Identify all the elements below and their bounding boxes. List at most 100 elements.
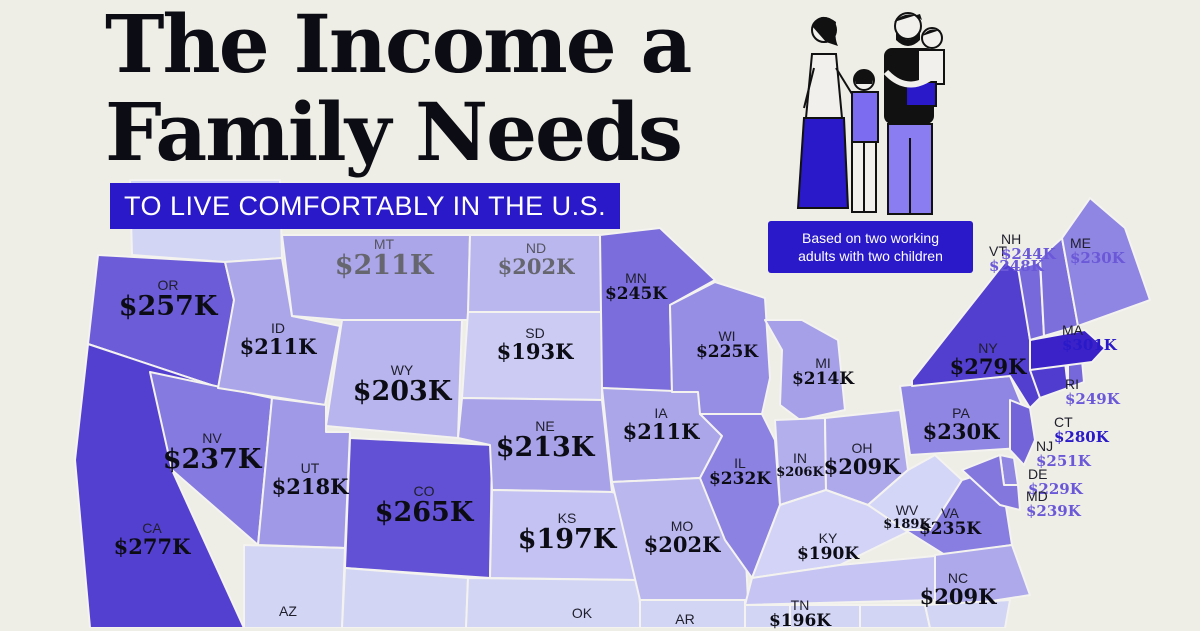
state-abbr: WY (390, 362, 414, 378)
state-abbr: OR (157, 277, 179, 293)
state-label-ia: IA $211K (623, 405, 700, 443)
state-label-wy: WY $203K (353, 362, 452, 406)
state-ok (465, 577, 643, 628)
state-abbr: IL (734, 455, 746, 471)
state-label-nc: NC $209K (920, 570, 997, 608)
state-income-value: $202K (497, 254, 575, 279)
state-abbr: NY (978, 340, 998, 356)
state-label-mo: MO $202K (644, 518, 721, 556)
state-income-value: $193K (496, 339, 574, 364)
state-az (243, 544, 346, 628)
state-label-ne: NE $213K (496, 418, 595, 462)
state-income-value: $213K (495, 432, 595, 463)
state-me (1061, 197, 1151, 327)
state-abbr: MT (373, 236, 395, 252)
state-abbr: AR (675, 611, 695, 627)
state-label-me: ME $230K (1070, 235, 1125, 267)
state-abbr: IN (792, 450, 807, 466)
state-income-value: $202K (643, 532, 721, 557)
state-income-value: $257K (118, 291, 218, 322)
state-label-pa: PA $230K (923, 405, 1000, 443)
state-label-nj: NJ $251K (1036, 438, 1091, 470)
state-abbr: KS (557, 510, 577, 526)
state-income-value: $248K (989, 257, 1044, 275)
state-label-de: DE $229K (1028, 466, 1083, 498)
state-abbr: CO (413, 483, 435, 499)
state-label-va: VA $235K (919, 505, 981, 539)
state-label-ny: NY $279K (950, 340, 1027, 378)
state-md (961, 454, 1021, 511)
state-label-vt: VT $248K (989, 243, 1044, 275)
state-abbr: NJ (1036, 438, 1054, 454)
state-abbr: MD (1026, 488, 1048, 504)
state-id (217, 257, 341, 406)
state-nj (1009, 399, 1036, 466)
headline: The Income a Family Needs (105, 0, 692, 176)
state-income-value: $245K (604, 284, 668, 304)
state-abbr: NV (202, 430, 222, 446)
state-label-il: IL $232K (709, 455, 771, 489)
state-income-value: $211K (239, 334, 317, 359)
state-label-mi: MI $214K (792, 355, 854, 389)
state-income-value: $279K (949, 354, 1027, 379)
state-label-co: CO $265K (375, 483, 474, 527)
subtitle-banner: TO LIVE COMFORTABLY IN THE U.S. (110, 183, 621, 229)
state-abbr: AZ (279, 603, 297, 619)
note-line-2: adults with two children (798, 248, 943, 264)
state-income-value: $239K (1026, 502, 1081, 520)
title-line-1: The Income a (105, 0, 692, 91)
state-abbr: CA (142, 520, 162, 536)
state-income-value: $230K (1070, 249, 1125, 267)
state-label-or: OR $257K (119, 277, 218, 321)
state-income-value: $235K (918, 519, 982, 539)
state-label-mt: MT $211K (335, 236, 434, 280)
state-income-value: $251K (1036, 452, 1091, 470)
state-abbr: KY (818, 530, 838, 546)
state-label-ky: KY $190K (797, 530, 859, 564)
state-abbr: ID (270, 320, 285, 336)
state-income-value: $280K (1054, 428, 1109, 446)
state-nc (934, 544, 1031, 611)
state-income-value: $229K (1028, 480, 1083, 498)
state-income-value: $211K (622, 419, 700, 444)
state-abbr: RI (1065, 376, 1079, 392)
state-label-ar: AR (675, 611, 694, 627)
state-label-md: MD $239K (1026, 488, 1081, 520)
state-income-value: $190K (796, 544, 860, 564)
state-income-value: $197K (517, 524, 617, 555)
state-abbr: NE (535, 418, 555, 434)
state-label-ma: MA $301K (1062, 322, 1117, 354)
state-abbr: SD (525, 325, 545, 341)
state-income-value: $214K (791, 369, 855, 389)
state-label-id: ID $211K (240, 320, 317, 358)
state-label-wv: WV $189K (883, 502, 930, 532)
state-abbr: NC (947, 570, 969, 586)
state-abbr: OH (851, 440, 873, 456)
state-abbr: DE (1028, 466, 1048, 482)
state-income-value: $230K (922, 419, 1000, 444)
state-sc (924, 599, 1011, 628)
state-abbr: MO (670, 518, 694, 534)
state-ga (859, 604, 931, 628)
state-income-value: $209K (919, 584, 997, 609)
state-label-nh: NH $244K (1001, 231, 1056, 263)
state-income-value: $265K (374, 497, 474, 528)
state-label-nd: ND $202K (498, 240, 575, 278)
state-label-tn: TN $196K (769, 597, 831, 631)
state-income-value: $249K (1065, 390, 1120, 408)
state-nm (341, 567, 469, 628)
state-abbr: NH (1001, 231, 1022, 247)
state-ar (639, 599, 746, 628)
state-abbr: PA (952, 405, 970, 421)
state-abbr: WI (718, 328, 736, 344)
state-income-value: $237K (162, 444, 262, 475)
state-abbr: IA (654, 405, 668, 421)
state-abbr: CT (1054, 414, 1073, 430)
state-income-value: $211K (334, 250, 434, 281)
state-income-value: $196K (768, 611, 832, 631)
state-abbr: WV (895, 502, 919, 518)
state-al (789, 604, 861, 628)
state-ma (1029, 329, 1106, 371)
